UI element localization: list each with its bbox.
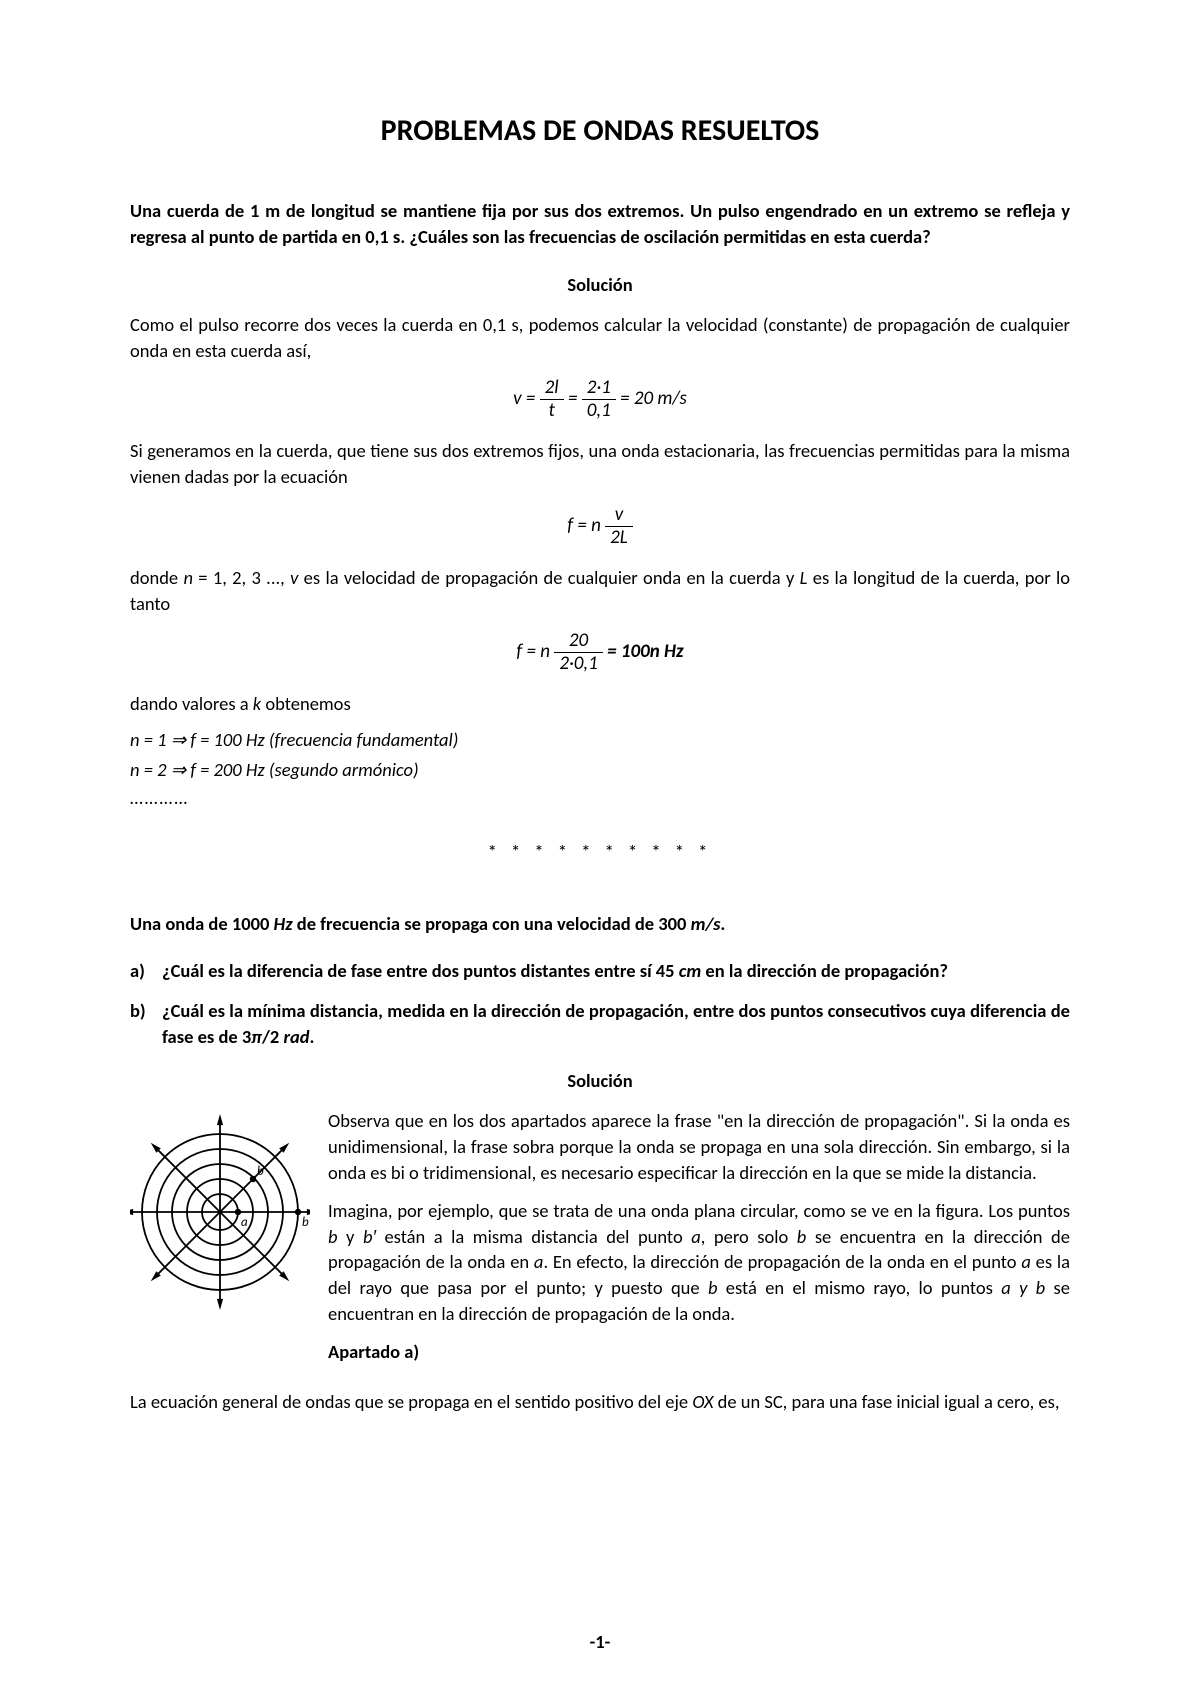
- problem2-statement: Una onda de 1000 Hz de frecuencia se pro…: [130, 911, 1070, 937]
- p1-para3: donde n = 1, 2, 3 ..., v es la velocidad…: [130, 565, 1070, 617]
- equation-velocity: v = 2lt = 2·10,1 = 20 m/s: [130, 377, 1070, 422]
- p2-fig-para2: Imagina, por ejemplo, que se trata de un…: [328, 1198, 1070, 1327]
- item-b-pi: π: [251, 1025, 262, 1048]
- fp2-b1: b: [328, 1225, 338, 1248]
- eq1-den1: t: [540, 400, 564, 422]
- p2-st-3: .: [720, 912, 725, 935]
- eq3-lhs: f = n: [516, 640, 550, 663]
- eq1-den2: 0,1: [582, 400, 616, 422]
- fp2-t1: Imagina, por ejemplo, que se trata de un…: [328, 1199, 1070, 1222]
- fp2-t4: , pero solo: [701, 1225, 797, 1248]
- problem1-statement: Una cuerda de 1 m de longitud se mantien…: [130, 198, 1070, 250]
- problem2-item-a: a) ¿Cuál es la diferencia de fase entre …: [130, 958, 1070, 984]
- solution-label-1: Solución: [130, 272, 1070, 298]
- eq3-num: 20: [554, 630, 602, 653]
- harmonic-1: n = 1 ⇒ f = 100 Hz (frecuencia fundament…: [130, 727, 1070, 753]
- svg-text:b′: b′: [257, 1164, 267, 1179]
- solution-label-2: Solución: [130, 1068, 1070, 1094]
- p1-para3-t1: donde: [130, 566, 183, 589]
- p1-para4-t1: dando valores a: [130, 692, 253, 715]
- p1-para3-n: n: [183, 566, 193, 589]
- p2-st-hz: Hz: [274, 912, 293, 935]
- fp2-a1: a: [691, 1225, 701, 1248]
- p1-para2: Si generamos en la cuerda, que tiene sus…: [130, 438, 1070, 490]
- fp2-t8: está en el mismo rayo, lo puntos: [717, 1276, 1001, 1299]
- subheading-a: Apartado a): [328, 1339, 1070, 1365]
- item-a-marker: a): [130, 958, 162, 984]
- svg-text:a: a: [241, 1215, 248, 1230]
- problem2-item-b: b) ¿Cuál es la mínima distancia, medida …: [130, 998, 1070, 1050]
- p2-st-1: Una onda de 1000: [130, 912, 274, 935]
- equation-frequency-formula: f = n v2L: [130, 504, 1070, 549]
- item-b-marker: b): [130, 998, 162, 1050]
- p1-para4-t2: obtenemos: [261, 692, 350, 715]
- eq2-den: 2L: [605, 527, 633, 549]
- item-b-t2: /2: [262, 1025, 284, 1048]
- item-a-cm: cm: [679, 959, 701, 982]
- eq1-lhs: v =: [513, 387, 535, 410]
- fp2-t6: . En efecto, la dirección de propagación…: [543, 1250, 1021, 1273]
- eq1-num1: 2l: [540, 377, 564, 400]
- eq1-equals1: =: [568, 387, 577, 410]
- equation-frequency-result: f = n 202·0,1 = 100n Hz: [130, 630, 1070, 675]
- p2-st-2: de frecuencia se propaga con una velocid…: [293, 912, 691, 935]
- eq3-den: 2·0,1: [554, 653, 602, 675]
- fin-ox: OX: [692, 1390, 713, 1413]
- svg-text:b: b: [302, 1215, 309, 1230]
- circular-wave-figure: a b b′: [130, 1112, 310, 1319]
- fp2-bp: b′: [363, 1225, 376, 1248]
- p2-fig-para1: Observa que en los dos apartados aparece…: [328, 1108, 1070, 1186]
- fin-t1: La ecuación general de ondas que se prop…: [130, 1390, 692, 1413]
- p2-st-ms: m/s: [691, 912, 721, 935]
- eq3-result: = 100n Hz: [607, 640, 684, 663]
- page-number: -1-: [0, 1629, 1200, 1655]
- p1-para1: Como el pulso recorre dos veces la cuerd…: [130, 312, 1070, 364]
- fp2-t2: y: [338, 1225, 363, 1248]
- eq1-num2: 2·1: [582, 377, 616, 400]
- fp2-ayb: a y b: [1001, 1276, 1045, 1299]
- fin-t2: de un SC, para una fase inicial igual a …: [713, 1390, 1059, 1413]
- eq1-result: = 20 m/s: [620, 387, 687, 410]
- p1-para3-t2: = 1, 2, 3 ...,: [193, 566, 290, 589]
- p2-final-para: La ecuación general de ondas que se prop…: [130, 1389, 1070, 1415]
- item-a-t1: ¿Cuál es la diferencia de fase entre dos…: [162, 959, 679, 982]
- problem-separator: * * * * * * * * * *: [130, 839, 1070, 865]
- fp2-t3: están a la misma distancia del punto: [376, 1225, 691, 1248]
- fp2-a2: a: [534, 1250, 544, 1273]
- fp2-a3: a: [1021, 1250, 1031, 1273]
- harmonic-2: n = 2 ⇒ f = 200 Hz (segundo armónico): [130, 757, 1070, 783]
- item-b-t3: .: [310, 1025, 315, 1048]
- p1-para3-t3: es la velocidad de propagación de cualqu…: [298, 566, 799, 589]
- p1-para4: dando valores a k obtenemos: [130, 691, 1070, 717]
- item-a-t2: en la dirección de propagación?: [701, 959, 948, 982]
- eq2-num: v: [605, 504, 633, 527]
- p1-para4-k: k: [253, 692, 261, 715]
- fp2-b2: b: [797, 1225, 807, 1248]
- harmonic-dots: …………: [130, 785, 1070, 811]
- eq2-lhs: f = n: [567, 514, 601, 537]
- item-b-rad: rad: [283, 1025, 309, 1048]
- page-title: PROBLEMAS DE ONDAS RESUELTOS: [130, 110, 1070, 152]
